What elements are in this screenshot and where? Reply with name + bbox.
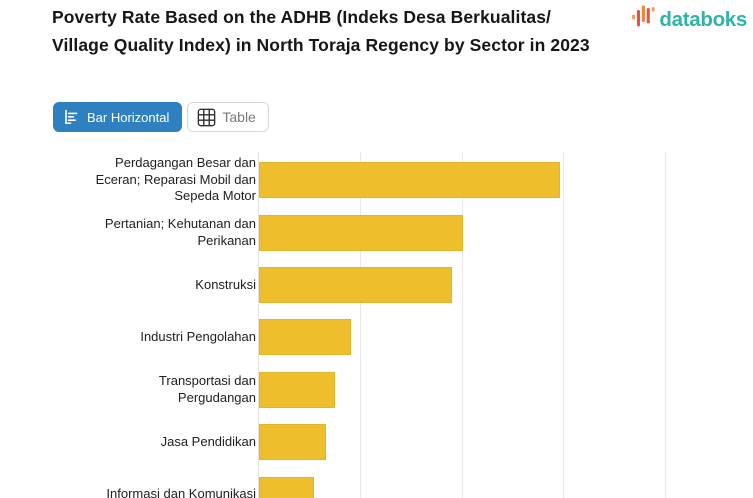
category-label: Perdagangan Besar dan Eceran; Reparasi M… [95, 155, 256, 204]
gridline [360, 152, 361, 498]
category-label: Industri Pengolahan [140, 329, 256, 345]
databoks-pulse-icon [631, 4, 657, 35]
tab-table-label: Table [222, 109, 256, 125]
bar-chart: Perdagangan Besar dan Eceran; Reparasi M… [0, 152, 753, 498]
category-label: Informasi dan Komunikasi [106, 486, 256, 498]
tab-bar-horizontal-label: Bar Horizontal [87, 109, 170, 125]
bar[interactable] [259, 424, 327, 461]
chart-row: Pertanian; Kehutanan dan Perikanan [0, 206, 753, 258]
bar-horizontal-icon [63, 109, 79, 125]
category-label: Transportasi dan Pergudangan [158, 373, 256, 405]
bar[interactable] [259, 371, 336, 408]
category-label: Jasa Pendidikan [160, 433, 256, 449]
databoks-logo[interactable]: databoks [631, 4, 747, 35]
category-label: Pertanian; Kehutanan dan Perikanan [104, 216, 256, 248]
gridline [462, 152, 463, 498]
chart-row: Konstruksi [0, 259, 753, 311]
page-title: Poverty Rate Based on the ADHB (Indeks D… [52, 7, 590, 55]
bar[interactable] [259, 162, 561, 199]
chart-rows: Perdagangan Besar dan Eceran; Reparasi M… [0, 154, 753, 498]
bar[interactable] [259, 214, 463, 251]
bar[interactable] [259, 266, 453, 303]
table-icon [197, 108, 216, 127]
chart-type-switcher: Bar Horizontal Table [53, 102, 269, 132]
category-label: Konstruksi [195, 276, 256, 292]
tab-table[interactable]: Table [187, 102, 269, 132]
chart-row: Transportasi dan Pergudangan [0, 364, 753, 416]
chart-row: Industri Pengolahan [0, 311, 753, 363]
tab-bar-horizontal[interactable]: Bar Horizontal [53, 102, 183, 132]
chart-row: Perdagangan Besar dan Eceran; Reparasi M… [0, 154, 753, 206]
bar[interactable] [259, 476, 314, 498]
databoks-wordmark: databoks [659, 7, 747, 31]
chart-row: Jasa Pendidikan [0, 416, 753, 468]
bar[interactable] [259, 319, 351, 356]
gridline [563, 152, 564, 498]
chart-row: Informasi dan Komunikasi [0, 468, 753, 498]
gridline [665, 152, 666, 498]
y-axis-line [258, 152, 259, 498]
